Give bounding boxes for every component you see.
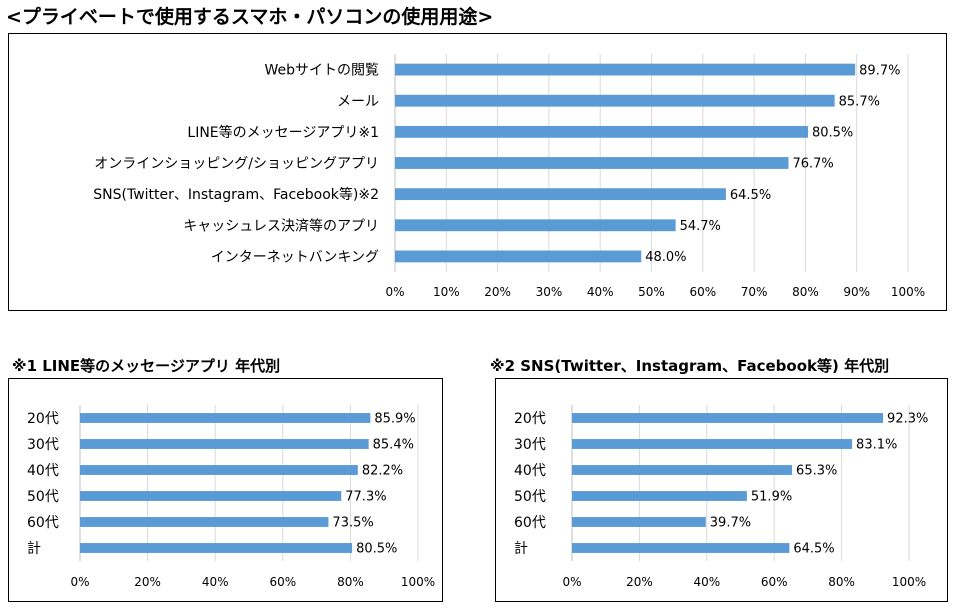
x-tick-label: 0% [562,575,581,589]
data-label: 54.7% [680,219,721,234]
category-label: 30代 [27,437,59,453]
category-label: 計 [514,541,528,557]
bar [572,543,790,553]
x-tick-label: 80% [828,575,855,589]
data-label: 82.2% [362,464,403,479]
bar [572,517,706,527]
x-tick-label: 40% [587,285,614,299]
bar [395,125,808,138]
x-tick-label: 100% [892,575,926,589]
category-label: キャッシュレス決済等のアプリ [183,217,379,234]
category-label: 40代 [514,463,546,479]
x-tick-label: 0% [385,285,404,299]
x-tick-label: 40% [693,575,720,589]
x-tick-label: 20% [626,575,653,589]
x-tick-label: 60% [689,285,716,299]
data-label: 83.1% [856,438,897,453]
category-label: メール [337,94,379,110]
data-label: 85.7% [839,94,880,109]
main-chart-panel: 0% 10% 20% 30% 40% 50% 60% 70% 80% 90% 100% Webサイトの… [8,33,947,311]
category-label: 60代 [514,515,546,531]
bar [395,250,642,263]
data-label: 85.9% [374,412,415,427]
bar [572,439,853,449]
bar [395,157,789,169]
x-tick-label: 80% [337,575,364,589]
x-tick-label: 100% [891,285,925,299]
x-tick-label: 20% [134,575,161,589]
data-label: 51.9% [751,490,792,505]
data-label: 89.7% [859,63,900,78]
data-label: 76.7% [792,157,833,172]
bar [395,63,856,76]
x-tick-label: 20% [484,285,511,299]
bar [80,543,353,553]
data-label: 80.5% [812,126,853,141]
bar [80,439,369,449]
x-tick-label: 70% [741,285,768,299]
line-chart-title: ※1 LINE等のメッセージアプリ 年代別 [12,357,281,375]
bar [80,517,329,527]
bar [80,465,358,475]
page-title: <プライベートで使用するスマホ・パソコンの使用用途> [6,6,494,28]
sns-age-chart: 0% 20% 40% 60% 80% 100% 20代 92.3% 30代 83.1% 40代 65.… [514,405,928,589]
sns-chart-panel: 0% 20% 40% 60% 80% 100% 20代 92.3% 30代 83.1% 40代 65.… [495,378,948,602]
category-label: 20代 [514,411,546,427]
x-tick-label: 50% [638,285,665,299]
main-usage-chart: 0% 10% 20% 30% 40% 50% 60% 70% 80% 90% 100% Webサイトの… [93,54,925,299]
data-label: 80.5% [356,542,397,557]
data-label: 65.3% [796,464,837,479]
x-tick-label: 60% [761,575,788,589]
category-label: 計 [27,541,41,557]
category-label: 40代 [27,463,59,479]
x-tick-label: 30% [536,285,563,299]
data-label: 64.5% [730,188,771,203]
line-age-chart: 0% 20% 40% 60% 80% 100% 20代 85.9% 30代 85.4% 40代 82.… [27,405,435,589]
x-tick-label: 60% [269,575,296,589]
data-label: 39.7% [710,516,751,531]
data-label: 48.0% [645,250,686,265]
data-label: 77.3% [345,490,386,505]
bar [572,413,884,423]
category-label: インターネットバンキング [211,249,379,265]
category-label: 50代 [27,489,59,505]
category-label: 20代 [27,411,59,427]
category-label: LINE等のメッセージアプリ※1 [187,124,379,141]
x-tick-label: 80% [792,285,819,299]
line-chart-panel: 0% 20% 40% 60% 80% 100% 20代 85.9% 30代 85.4% 40代 82.… [8,378,443,602]
x-tick-label: 40% [202,575,229,589]
x-tick-label: 0% [70,575,89,589]
x-tick-label: 90% [843,285,870,299]
bar [395,94,835,107]
category-label: Webサイトの閲覧 [264,62,379,79]
category-label: 50代 [514,489,546,505]
category-label: 60代 [27,515,59,531]
sns-chart-title: ※2 SNS(Twitter、Instagram、Facebook等) 年代別 [490,357,890,375]
bar [572,465,793,475]
data-label: 64.5% [793,542,834,557]
bar [395,188,726,201]
x-tick-label: 10% [433,285,460,299]
data-label: 85.4% [373,438,414,453]
category-label: 30代 [514,437,546,453]
category-label: SNS(Twitter、Instagram、Facebook等)※2 [93,186,379,203]
x-tick-label: 100% [401,575,435,589]
bar [395,219,676,232]
data-label: 73.5% [332,516,373,531]
bar [572,491,747,501]
bar [80,491,342,501]
category-label: オンラインショッピング/ショッピングアプリ [94,156,379,172]
bar [80,413,371,423]
data-label: 92.3% [887,412,928,427]
